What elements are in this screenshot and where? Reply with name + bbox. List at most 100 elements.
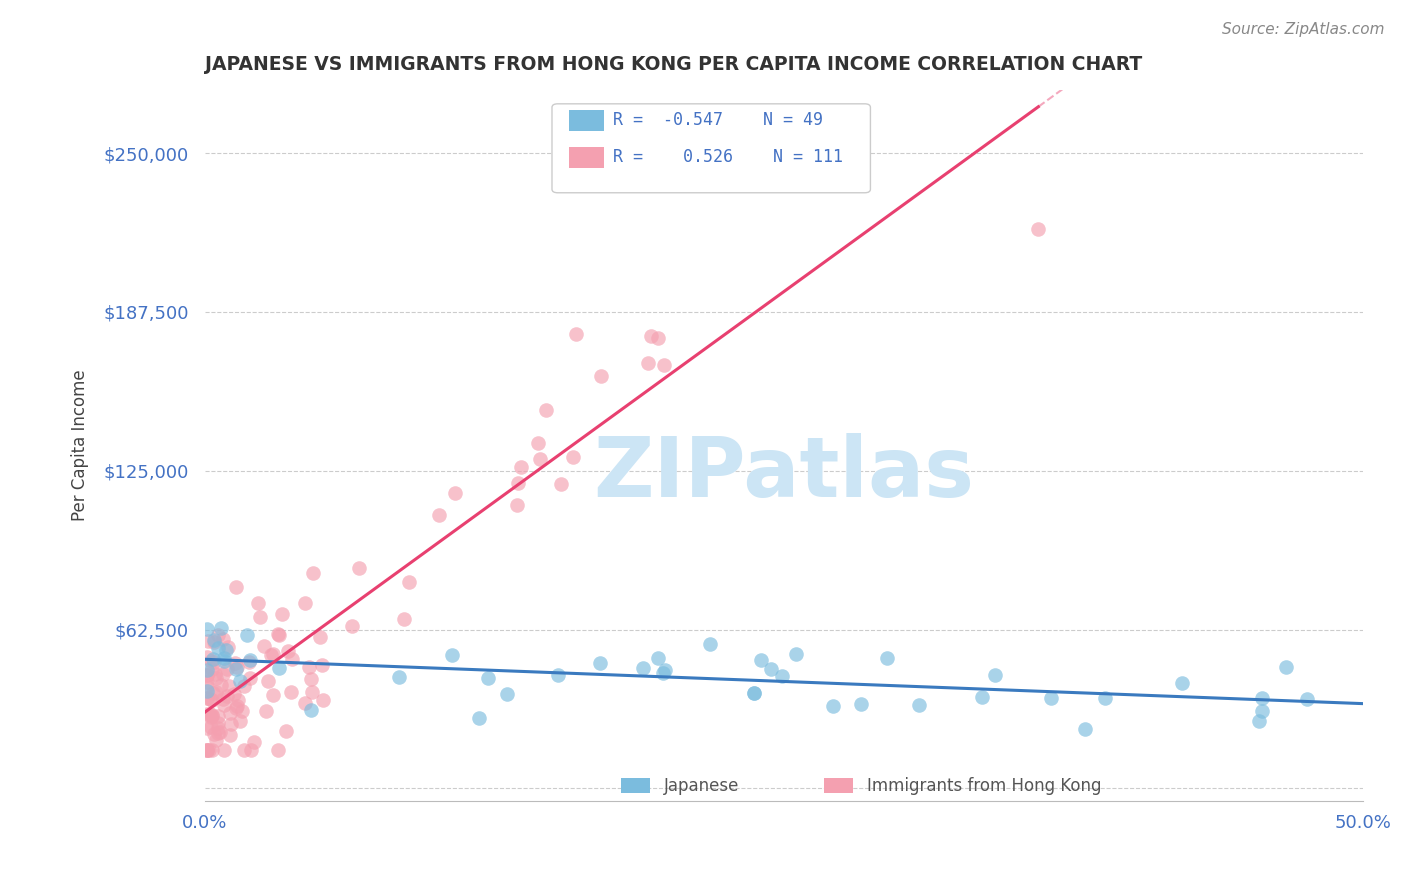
Point	[249, 609, 271, 624]
Point	[195, 684, 218, 698]
Point	[200, 720, 222, 734]
FancyBboxPatch shape	[569, 146, 605, 168]
Point	[742, 686, 765, 700]
Point	[195, 664, 218, 678]
Point	[195, 668, 218, 682]
Point	[201, 662, 224, 676]
Point	[443, 486, 465, 500]
Point	[246, 596, 269, 610]
Point	[744, 686, 766, 700]
Point	[200, 691, 222, 706]
Point	[201, 686, 224, 700]
FancyBboxPatch shape	[569, 110, 605, 131]
Point	[202, 634, 225, 648]
Point	[427, 508, 450, 522]
Point	[1251, 691, 1274, 706]
Point	[280, 685, 302, 699]
Point	[983, 668, 1005, 682]
Point	[392, 612, 415, 626]
Point	[281, 652, 304, 666]
Point	[970, 690, 993, 704]
Point	[202, 632, 225, 647]
Text: R =    0.526    N = 111: R = 0.526 N = 111	[613, 148, 844, 166]
Point	[440, 648, 463, 663]
Point	[218, 679, 240, 693]
Point	[240, 743, 263, 757]
Point	[1247, 714, 1270, 728]
Text: JAPANESE VS IMMIGRANTS FROM HONG KONG PER CAPITA INCOME CORRELATION CHART: JAPANESE VS IMMIGRANTS FROM HONG KONG PE…	[205, 55, 1142, 74]
Point	[589, 369, 612, 384]
Point	[309, 630, 332, 644]
Point	[195, 721, 218, 735]
Point	[527, 436, 550, 450]
Point	[217, 640, 239, 654]
Text: Immigrants from Hong Kong: Immigrants from Hong Kong	[868, 777, 1101, 795]
Point	[253, 639, 276, 653]
Point	[195, 743, 218, 757]
Point	[652, 358, 675, 372]
Point	[654, 663, 676, 677]
Point	[198, 743, 221, 757]
Point	[302, 566, 325, 580]
Point	[496, 688, 519, 702]
Point	[562, 450, 585, 464]
Point	[207, 726, 229, 740]
Point	[195, 743, 218, 757]
Point	[550, 476, 572, 491]
Point	[204, 667, 226, 681]
Point	[217, 689, 239, 703]
Point	[229, 714, 252, 729]
Point	[226, 693, 249, 707]
Point	[201, 692, 224, 706]
Point	[299, 672, 322, 686]
Point	[262, 648, 284, 662]
Point	[198, 706, 221, 721]
Point	[388, 670, 411, 684]
Point	[211, 667, 233, 681]
Point	[1028, 222, 1050, 236]
Point	[1074, 722, 1097, 736]
Point	[202, 656, 225, 670]
Point	[195, 668, 218, 682]
Point	[207, 708, 229, 723]
Point	[212, 651, 235, 665]
Text: R =  -0.547    N = 49: R = -0.547 N = 49	[613, 112, 824, 129]
Point	[219, 728, 242, 742]
FancyBboxPatch shape	[553, 103, 870, 193]
Point	[907, 698, 929, 712]
Point	[298, 660, 321, 674]
Point	[232, 679, 254, 693]
Point	[565, 327, 588, 342]
Point	[312, 692, 335, 706]
Point	[1094, 690, 1116, 705]
Point	[195, 649, 218, 664]
Point	[212, 691, 235, 706]
Point	[222, 687, 245, 701]
Point	[195, 691, 218, 706]
Point	[267, 743, 290, 757]
Point	[267, 628, 290, 642]
Point	[340, 619, 363, 633]
Point	[212, 632, 235, 647]
Point	[589, 657, 612, 671]
Point	[201, 707, 224, 722]
Point	[202, 652, 225, 666]
Point	[204, 671, 226, 685]
Point	[294, 596, 316, 610]
Point	[204, 732, 226, 747]
Point	[749, 653, 772, 667]
Point	[637, 356, 659, 370]
Point	[274, 724, 297, 739]
Point	[207, 722, 229, 736]
Point	[506, 475, 529, 490]
Point	[212, 698, 235, 713]
Point	[195, 743, 218, 757]
Point	[232, 743, 254, 757]
Point	[201, 743, 224, 757]
Point	[849, 697, 872, 711]
Point	[214, 743, 236, 757]
Point	[647, 650, 669, 665]
Y-axis label: Per Capita Income: Per Capita Income	[72, 369, 89, 521]
Point	[254, 704, 277, 718]
Point	[239, 671, 262, 685]
